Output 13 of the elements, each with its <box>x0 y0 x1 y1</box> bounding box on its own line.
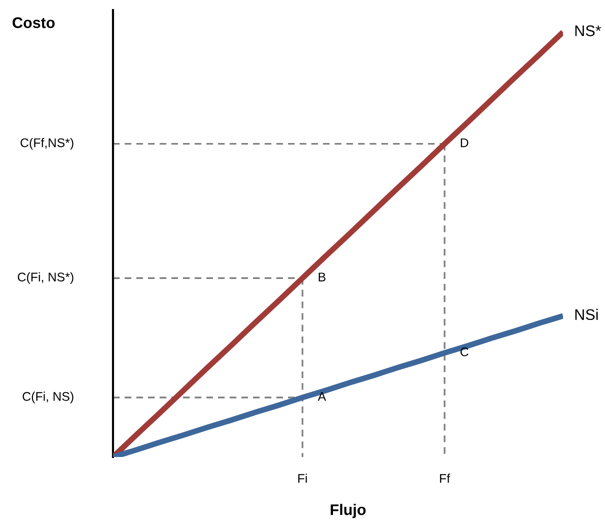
text: C(Ff,NS*) <box>20 138 74 150</box>
annotation: C <box>460 347 468 356</box>
x-tick-label: Fi <box>298 474 307 483</box>
annotation: B <box>318 272 326 282</box>
x-tick-label: Ff <box>440 474 450 483</box>
x-axis-title: Flujo <box>330 504 366 518</box>
text: C(Fi, NS) <box>22 392 74 404</box>
annotation: A <box>318 392 326 401</box>
series-label: NS* <box>575 25 602 36</box>
annotation: D <box>460 138 468 148</box>
series-label: NSi <box>575 308 598 320</box>
text: C(Fi, NS*) <box>18 272 74 284</box>
y-axis-title: Costo <box>12 17 55 28</box>
